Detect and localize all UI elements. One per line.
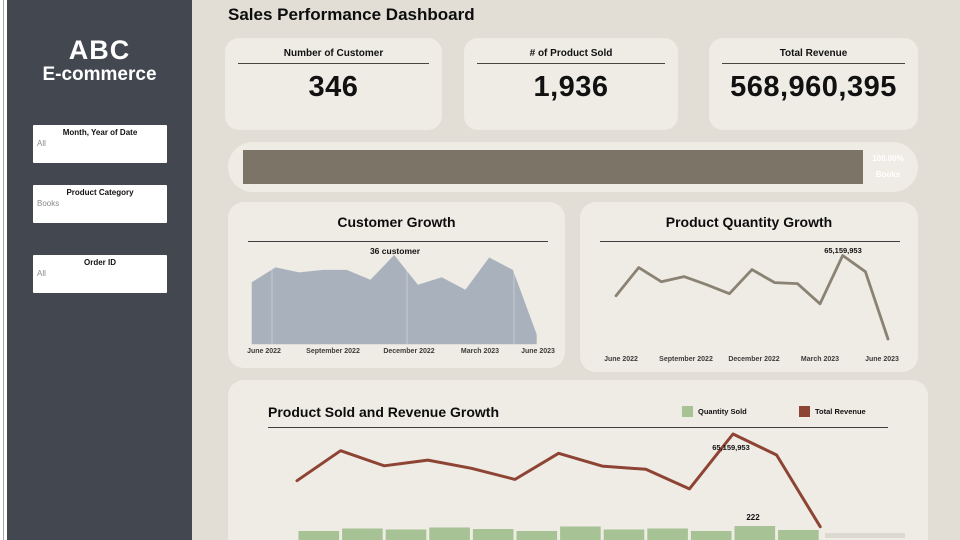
axis-tick-label: June 2022	[604, 356, 638, 363]
sidebar: ABC E-commerce Month, Year of Date All P…	[7, 0, 192, 540]
category-share-bar[interactable]	[243, 150, 863, 184]
peak-data-label: 36 customer	[369, 246, 421, 256]
filter-label: Month, Year of Date	[62, 128, 138, 137]
kpi-divider	[722, 63, 905, 64]
axis-tick-label: September 2022	[306, 348, 360, 355]
kpi-divider	[477, 63, 665, 64]
chart-title: Product Quantity Growth	[665, 214, 833, 230]
filter-order-id[interactable]: Order ID All	[33, 255, 167, 293]
axis-tick-label: December 2022	[728, 356, 780, 363]
product-sold-revenue-combo-chart[interactable]	[228, 380, 928, 540]
axis-tick-label: June 2023	[865, 356, 899, 363]
kpi-label: Number of Customer	[283, 48, 384, 59]
page-title: Sales Performance Dashboard	[228, 5, 475, 24]
customer-growth-area-chart[interactable]	[228, 202, 565, 368]
axis-tick-label: March 2023	[800, 356, 840, 363]
quantity-sold-swatch-icon	[682, 406, 693, 417]
chart-title: Customer Growth	[337, 214, 456, 230]
product-quantity-line-chart[interactable]	[580, 202, 918, 372]
kpi-value: 1,936	[533, 71, 609, 103]
brand-line1: ABC	[68, 35, 131, 65]
kpi-card-products-sold: # of Product Sold 1,936	[464, 38, 678, 130]
kpi-card-customers: Number of Customer 346	[225, 38, 442, 130]
filter-value[interactable]: All	[37, 269, 46, 278]
kpi-card-total-revenue: Total Revenue 568,960,395	[709, 38, 918, 130]
axis-tick-label: June 2023	[521, 348, 555, 355]
customer-growth-card: Customer Growth 36 customer June 2022 Sep…	[228, 202, 565, 368]
legend-quantity-sold[interactable]: Quantity Sold	[682, 406, 747, 417]
x-axis: June 2022 September 2022 December 2022 Marc…	[580, 356, 918, 368]
kpi-value: 346	[308, 71, 359, 103]
left-edge-divider	[3, 0, 4, 540]
title-underline	[600, 241, 900, 242]
revenue-peak-label: 65,159,953	[712, 443, 750, 452]
legend-total-revenue[interactable]: Total Revenue	[799, 406, 866, 417]
kpi-label: Total Revenue	[779, 48, 848, 59]
kpi-divider	[238, 63, 429, 64]
kpi-value: 568,960,395	[730, 71, 897, 103]
x-axis: June 2022 September 2022 December 2022 Marc…	[228, 348, 565, 360]
peak-data-label: 65,159,953	[824, 246, 862, 255]
title-underline	[268, 427, 888, 428]
legend-label: Total Revenue	[815, 407, 866, 416]
quantity-peak-label: 222	[746, 513, 760, 522]
filter-value[interactable]: All	[37, 139, 46, 148]
brand-logo: ABC E-commerce	[7, 36, 192, 86]
product-quantity-growth-card: Product Quantity Growth 65,159,953 June …	[580, 202, 918, 372]
axis-tick-label: March 2023	[460, 348, 500, 355]
chart-title: Product Sold and Revenue Growth	[268, 404, 500, 420]
category-share-card: 100.00% Books	[228, 142, 918, 192]
filter-value[interactable]: Books	[37, 199, 60, 208]
legend-label: Quantity Sold	[698, 407, 747, 416]
category-share-labels: 100.00% Books	[861, 151, 915, 183]
filter-label: Order ID	[83, 258, 116, 267]
total-revenue-swatch-icon	[799, 406, 810, 417]
axis-tick-label: December 2022	[383, 348, 435, 355]
category-name-label: Books	[875, 170, 901, 179]
filter-month-year[interactable]: Month, Year of Date All	[33, 125, 167, 163]
filter-label: Product Category	[66, 188, 134, 197]
axis-tick-label: September 2022	[659, 356, 713, 363]
axis-tick-label: June 2022	[247, 348, 281, 355]
kpi-label: # of Product Sold	[529, 48, 613, 59]
filter-product-category[interactable]: Product Category Books	[33, 185, 167, 223]
left-edge-strip	[0, 0, 7, 540]
category-percent-label: 100.00%	[872, 154, 904, 163]
brand-line2: E-commerce	[42, 64, 157, 85]
product-sold-revenue-card: Product Sold and Revenue Growth Quantity…	[228, 380, 928, 540]
title-underline	[248, 241, 548, 242]
